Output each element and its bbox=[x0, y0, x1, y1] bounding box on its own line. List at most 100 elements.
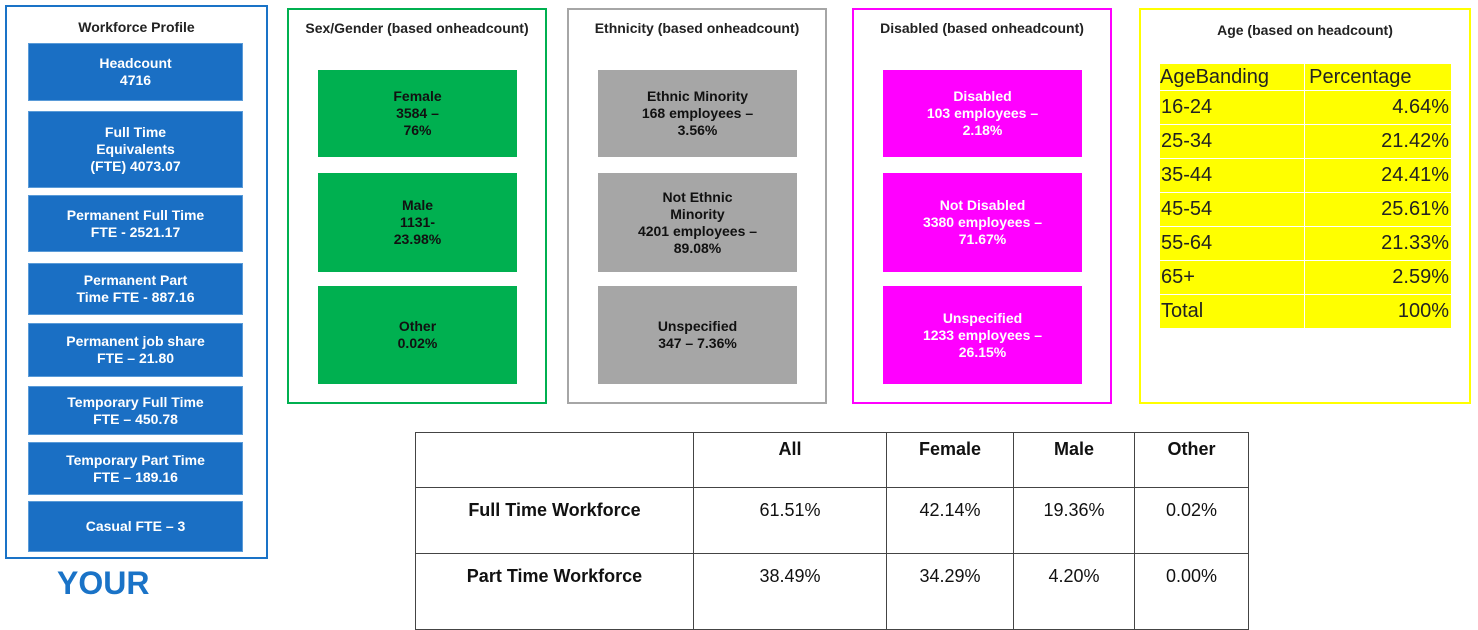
workforce-panel: Workforce Profile Headcount 4716 Full Time E… bbox=[5, 5, 268, 559]
profile-box: Temporary Full Time FTE – 450.78 bbox=[28, 386, 243, 435]
text-line: FTE – 450.78 bbox=[93, 410, 178, 427]
page: Workforce Profile Headcount 4716 Full Time E… bbox=[5, 5, 1471, 630]
text-line: Ethnic Minority bbox=[646, 88, 749, 104]
text-line: 103 employees – bbox=[926, 105, 1039, 121]
text-line: headcount) bbox=[453, 20, 529, 36]
text-line: Female bbox=[393, 88, 442, 104]
table-cell: 19.36% bbox=[1013, 487, 1135, 554]
header-cell bbox=[415, 432, 694, 488]
stat-box: Other 0.02% bbox=[318, 286, 517, 384]
text-line: Permanent job share bbox=[66, 333, 205, 349]
stat-box: Female 3584 –76% bbox=[318, 70, 517, 157]
text-line: Full Time bbox=[104, 124, 167, 140]
header-cell: AgeBanding bbox=[1160, 64, 1306, 91]
text-line: Permanent Full Time bbox=[66, 206, 205, 223]
age-band: 35-44 bbox=[1160, 158, 1306, 193]
text-line: Unspecified bbox=[942, 309, 1023, 326]
table-cell: Part Time Workforce bbox=[415, 553, 694, 630]
text-line: 168 employees – bbox=[641, 105, 754, 121]
stat-box: Male 1131- 23.98% bbox=[318, 173, 517, 272]
profile-box: Headcount 4716 bbox=[28, 43, 243, 101]
text-line: 3584 – bbox=[396, 105, 439, 121]
text-line: 1233 employees – bbox=[922, 326, 1043, 343]
text-line: 0.02% bbox=[397, 335, 438, 351]
age-row: 16-24 4.64% bbox=[1160, 90, 1451, 125]
text-line: 3.56% bbox=[677, 122, 718, 138]
table-row: Full Time Workforce 61.51% 42.14% 19.36% 0.0… bbox=[415, 487, 1249, 554]
panel-title: Disabled (based onheadcount) bbox=[854, 20, 1110, 37]
age-band: 16-24 bbox=[1160, 90, 1306, 125]
profile-box: Full Time Equivalents (FTE) 4073.07 bbox=[28, 111, 243, 188]
text-line: 3380 employees – bbox=[922, 214, 1043, 230]
age-pct: 21.33% bbox=[1381, 232, 1449, 254]
text-line: Sex/Gender (based on bbox=[305, 20, 454, 36]
age-pct: 21.42% bbox=[1381, 130, 1449, 152]
ethnicity-panel: Ethnicity (based onheadcount) Ethnic Mino… bbox=[567, 8, 827, 404]
panel-title: Age (based on headcount) bbox=[1217, 22, 1393, 38]
header-cell: Female bbox=[886, 432, 1014, 488]
text-line: FTE – 189.16 bbox=[93, 468, 178, 485]
text-line: Equivalents bbox=[96, 141, 175, 157]
text-line: headcount) bbox=[723, 20, 800, 36]
age-row: 45-54 25.61% bbox=[1160, 192, 1451, 227]
age-pct: 100% bbox=[1397, 300, 1449, 322]
table-cell: 4.20% bbox=[1013, 553, 1135, 630]
text-line: Casual FTE – 3 bbox=[85, 518, 186, 534]
profile-box: Permanent Part Time FTE - 887.16 bbox=[28, 263, 243, 315]
text-line: Temporary Full Time bbox=[67, 393, 204, 410]
table-header: All Female Male Other bbox=[415, 432, 1249, 488]
age-band: 45-54 bbox=[1160, 192, 1306, 227]
text-line: Disabled (based on bbox=[880, 20, 1009, 36]
profile-box: Permanent job share FTE – 21.80 bbox=[28, 323, 243, 377]
text-line: Banding bbox=[1195, 66, 1269, 88]
text-line: Time FTE - 887.16 bbox=[76, 289, 195, 305]
age-row: 35-44 24.41% bbox=[1160, 158, 1451, 193]
age-pct: 25.61% bbox=[1381, 198, 1449, 220]
text-line: Minority bbox=[670, 205, 725, 222]
text-line: Disabled bbox=[953, 88, 1012, 104]
text-line: 1131- bbox=[399, 214, 436, 230]
age-panel: Age (based on headcount) AgeBanding Percen… bbox=[1139, 8, 1471, 404]
table-cell: 42.14% bbox=[886, 487, 1014, 554]
profile-box: Casual FTE – 3 bbox=[28, 501, 243, 552]
text-line: Temporary Part Time bbox=[66, 451, 205, 468]
table-cell: 0.02% bbox=[1134, 487, 1249, 554]
text-line: Not Disabled bbox=[939, 197, 1026, 213]
text-line: Other bbox=[398, 318, 437, 334]
table-row: Part Time Workforce 38.49% 34.29% 4.20% 0.00… bbox=[415, 553, 1249, 630]
panel-title: Sex/Gender (based onheadcount) bbox=[289, 20, 545, 37]
stat-box: Not Disabled 3380 employees –71.67% bbox=[883, 173, 1082, 272]
profile-box: Permanent Full Time FTE - 2521.17 bbox=[28, 195, 243, 252]
table-cell: 38.49% bbox=[693, 553, 887, 630]
text-line: headcount) bbox=[1008, 20, 1084, 36]
text-line: FTE - 2521.17 bbox=[90, 223, 181, 240]
text-line: Permanent Part bbox=[83, 272, 188, 288]
stat-box: Disabled 103 employees –2.18% bbox=[883, 70, 1082, 157]
text-line: Not Ethnic bbox=[662, 188, 733, 205]
text-line: 76% bbox=[403, 122, 432, 138]
age-row: 25-34 21.42% bbox=[1160, 124, 1451, 159]
panel-title: Workforce Profile bbox=[78, 19, 195, 35]
age-pct: 4.64% bbox=[1392, 96, 1449, 118]
text-line: Unspecified bbox=[657, 318, 738, 334]
profile-box: Temporary Part Time FTE – 189.16 bbox=[28, 442, 243, 495]
table-cell: 34.29% bbox=[886, 553, 1014, 630]
age-band: 65+ bbox=[1160, 260, 1306, 295]
stat-box: Unspecified 347 – 7.36% bbox=[598, 286, 797, 384]
text-line: 347 – 7.36% bbox=[658, 335, 737, 351]
header-cell: Percentage bbox=[1309, 66, 1412, 88]
age-header: AgeBanding Percentage bbox=[1160, 64, 1451, 91]
gender-panel: Sex/Gender (based onheadcount) Female 3584… bbox=[287, 8, 547, 404]
table-cell: 0.00% bbox=[1134, 553, 1249, 630]
text-line: FTE – 21.80 bbox=[96, 350, 175, 366]
header-cell: Male bbox=[1013, 432, 1135, 488]
text-line: Ethnicity (based on bbox=[594, 20, 724, 36]
age-row: 55-64 21.33% bbox=[1160, 226, 1451, 261]
age-table: AgeBanding Percentage 16-24 4.64% 25-34 21.42… bbox=[1160, 64, 1451, 328]
age-band: 55-64 bbox=[1160, 226, 1306, 261]
stat-box: Ethnic Minority 168 employees –3.56% bbox=[598, 70, 797, 157]
age-band: 25-34 bbox=[1160, 124, 1306, 159]
header-cell: All bbox=[693, 432, 887, 488]
text-line: Male bbox=[401, 197, 434, 213]
text-line: 2.18% bbox=[962, 122, 1003, 138]
